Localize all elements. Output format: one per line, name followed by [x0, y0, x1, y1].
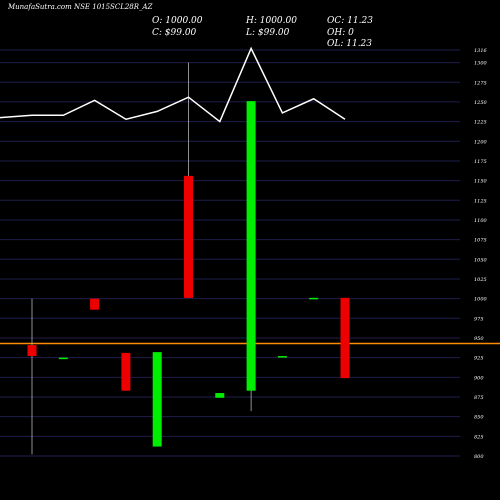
candle-body [246, 101, 256, 391]
candle-body [340, 297, 350, 379]
oc-value: OC: 11.23 [327, 16, 373, 26]
y-tick-label: 1150 [474, 179, 488, 185]
candle [309, 297, 319, 300]
candle [340, 297, 350, 379]
y-tick-label: 825 [474, 434, 484, 440]
y-tick-label: 800 [474, 454, 484, 460]
candle [58, 357, 68, 360]
y-tick-label: 1300 [474, 61, 488, 67]
chart-title: MunafaSutra.com NSE 1015SCL28R_AZ [8, 3, 153, 11]
oh-value: OH: 0 [327, 28, 354, 38]
candle-body [58, 357, 68, 360]
y-tick-label: 1100 [474, 218, 488, 224]
y-tick-label: 1075 [474, 238, 487, 244]
y-tick-label: 1275 [474, 80, 487, 86]
candle [277, 356, 287, 358]
candle-body [152, 352, 162, 447]
y-tick-label: 1125 [474, 198, 487, 204]
y-tick-label: 925 [474, 356, 484, 362]
candle [215, 393, 225, 398]
close-value: C: $99.00 [152, 28, 197, 38]
candle-body [309, 297, 319, 300]
high-value: H: 1000.00 [246, 16, 297, 26]
y-tick-label: 975 [474, 316, 484, 322]
candle-body [277, 356, 287, 358]
candle-body [184, 175, 193, 298]
y-tick-label: 875 [474, 395, 484, 401]
candle-body [27, 345, 37, 357]
candle-body [121, 352, 131, 391]
candle [184, 62, 193, 298]
y-tick-label: 1050 [474, 257, 488, 263]
low-value: L: $99.00 [246, 28, 290, 38]
gridlines [0, 49, 460, 457]
y-tick-label: 1025 [474, 277, 487, 283]
candle [27, 298, 37, 455]
y-tick-label: 950 [474, 336, 484, 342]
y-tick-label: 1200 [474, 139, 488, 145]
candle [246, 101, 256, 412]
candle-body [215, 393, 225, 398]
y-tick-label: 850 [474, 415, 484, 421]
y-axis-ticks: 1316 1300 1275 1250 1225 1200 1175 1150 1125 1100… [474, 48, 488, 460]
open-value: O: 1000.00 [152, 16, 203, 26]
overlay-line-layer [0, 46, 346, 123]
candle [152, 352, 162, 447]
y-tick-label: 900 [474, 375, 484, 381]
y-tick-label: 1316 [474, 48, 488, 54]
y-tick-label: 1250 [474, 100, 488, 106]
candle [121, 352, 131, 391]
candle [90, 298, 100, 310]
y-tick-label: 1175 [474, 159, 487, 165]
candle-body [90, 298, 100, 310]
candles [27, 62, 350, 455]
y-tick-label: 1000 [474, 297, 488, 303]
ol-value: OL: 11.23 [327, 39, 373, 49]
overlay-line [0, 46, 346, 123]
y-tick-label: 1225 [474, 120, 487, 126]
